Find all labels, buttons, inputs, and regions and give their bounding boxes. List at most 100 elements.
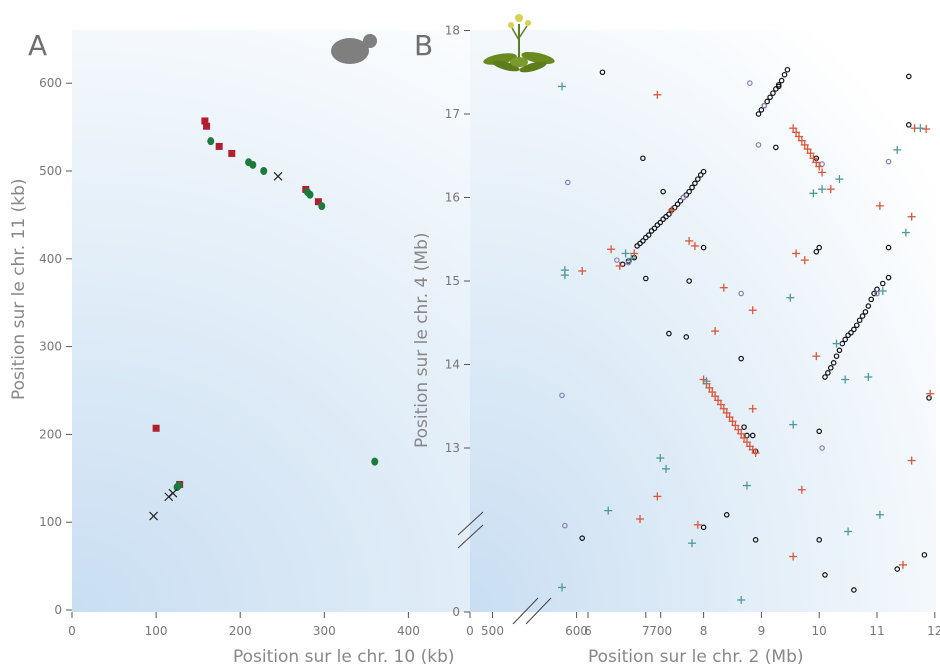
panel-b-red-plus-point (728, 417, 737, 426)
panel-b-purple-circle-point (614, 257, 620, 263)
panel-a-red-square-point (201, 117, 209, 125)
panel-b-red-plus-point (922, 125, 931, 134)
panel-b-letter: B (414, 29, 433, 62)
panel-b-purple-circle-point (761, 102, 768, 109)
panel-b-black-circle-point (859, 313, 866, 319)
panel-b-black-circle-point (770, 90, 776, 96)
x-axis-break (512, 597, 552, 625)
panel-b-black-circle-point (822, 572, 828, 578)
panel-a-x-tick-label: 600 (565, 624, 588, 638)
panel-b-black-circle-point (686, 278, 692, 284)
panel-b-black-circle-point (784, 66, 791, 73)
panel-b-teal-plus-point (688, 539, 697, 548)
panel-b-purple-circle-point (562, 522, 568, 529)
panel-b-black-circle-point (885, 244, 892, 251)
panel-b-purple-circle-point (874, 290, 880, 297)
panel-b-red-plus-point (693, 520, 702, 529)
panel-b-black-circle-point (894, 566, 901, 572)
panel-a-red-square-point (228, 149, 236, 157)
panel-b-y-tick-label: 16 (445, 191, 460, 205)
panel-b-teal-plus-point (656, 454, 665, 463)
panel-b-black-circle-point (764, 98, 770, 105)
panel-b-black-circle-point (830, 360, 837, 366)
panel-a-cross-point (273, 171, 283, 181)
panel-b-teal-plus-point (662, 464, 671, 473)
panel-b-black-circle-point (833, 353, 840, 359)
panel-a-y-tick-label: 300 (39, 340, 62, 354)
panel-a-y-tick-label: 200 (39, 427, 62, 441)
panel-b-black-circle-point (738, 355, 744, 362)
panel-a-y-tick-label: 400 (39, 252, 62, 266)
panel-a-green-dot-point (371, 457, 379, 466)
panel-a-red-square-point (314, 198, 322, 206)
panel-b-black-circle-point (865, 303, 872, 309)
panel-b-x-tick-label: 0 (466, 624, 474, 638)
panel-a-green-dot-point (306, 190, 314, 199)
panel-a-x-tick-label: 700 (649, 624, 672, 638)
panel-b-black-circle-point (836, 347, 843, 354)
panel-b-black-circle-point (723, 511, 730, 518)
panel-a-y-tick-label: 500 (39, 164, 62, 178)
panel-b-red-plus-point (818, 168, 827, 177)
panel-b-red-plus-point (800, 256, 809, 265)
panel-b-purple-circle-point (625, 259, 632, 266)
yeast-cell-icon (331, 34, 377, 64)
panel-b-black-circle-point (905, 73, 912, 80)
panel-b-teal-plus-point (901, 228, 910, 237)
panel-b-black-circle-point (686, 188, 692, 195)
panel-b-red-plus-point (809, 154, 818, 163)
panel-a-green-dot-point (207, 137, 215, 146)
panel-b-y-tick-label: 17 (445, 107, 460, 121)
panel-b-red-plus-point (907, 212, 916, 221)
panel-b-teal-plus-point (875, 510, 884, 519)
panel-a-red-square-point (215, 142, 223, 150)
panel-b-red-plus-point (719, 404, 728, 413)
panel-b-black-circle-point (926, 395, 932, 401)
panel-b-black-circle-point (640, 238, 646, 244)
panel-b-black-circle-point (674, 201, 681, 207)
panel-b-black-circle-point (816, 428, 823, 435)
panel-b-teal-plus-point (893, 145, 902, 154)
panel-b-black-circle-point (816, 244, 823, 251)
panel-b-x-label: Position sur le chr. 2 (Mb) (588, 647, 804, 667)
panel-a-green-dot-point (175, 481, 183, 490)
panel-b-black-circle-point (689, 184, 695, 191)
panel-b-black-circle-point (660, 188, 666, 195)
panel-a-y-tick-label: 100 (39, 515, 62, 529)
panel-b-red-plus-point (636, 514, 645, 523)
panel-b-teal-plus-point (844, 527, 853, 536)
panel-b-red-plus-point (705, 383, 714, 392)
panel-b-red-plus-point (731, 421, 740, 430)
panel-b-purple-circle-point (885, 158, 892, 165)
panel-b-teal-plus-point (627, 254, 636, 263)
panel-b-teal-plus-point (557, 82, 566, 91)
panel-b-teal-plus-point (789, 420, 798, 429)
panel-b-black-circle-point (758, 107, 765, 113)
panel-b-black-circle-point (871, 290, 877, 297)
panel-b-black-circle-point (677, 198, 684, 204)
panel-b-red-plus-point (653, 492, 662, 501)
arabidopsis-plant-icon (483, 14, 555, 73)
panel-b-red-plus-point (737, 429, 746, 438)
panel-b-black-circle-point (816, 537, 823, 543)
panel-b-teal-plus-point (809, 189, 818, 198)
panel-b-purple-circle-point (755, 142, 762, 148)
panel-b-red-plus-point (685, 236, 694, 245)
panel-b-x-tick-label: 12 (927, 624, 940, 638)
panel-b-teal-plus-point (560, 271, 569, 280)
panel-a-green-dot-point (318, 202, 326, 211)
panel-b-black-circle-point (642, 275, 649, 282)
panel-b-red-plus-point (708, 388, 717, 397)
panel-b-red-plus-point (794, 132, 803, 141)
panel-b-x-tick-label: 9 (758, 624, 766, 638)
panel-b-red-plus-point (792, 128, 801, 137)
panel-a-letter: A (28, 29, 47, 62)
panel-b-red-plus-point (615, 261, 624, 270)
panel-b-black-circle-point (599, 69, 606, 76)
panel-b-teal-plus-point (835, 175, 844, 184)
panel-b-purple-circle-point (564, 179, 571, 186)
panel-a-cross-point (149, 511, 159, 521)
panel-b-black-circle-point (851, 326, 857, 333)
panel-b-x-tick-label: 6 (584, 624, 592, 638)
